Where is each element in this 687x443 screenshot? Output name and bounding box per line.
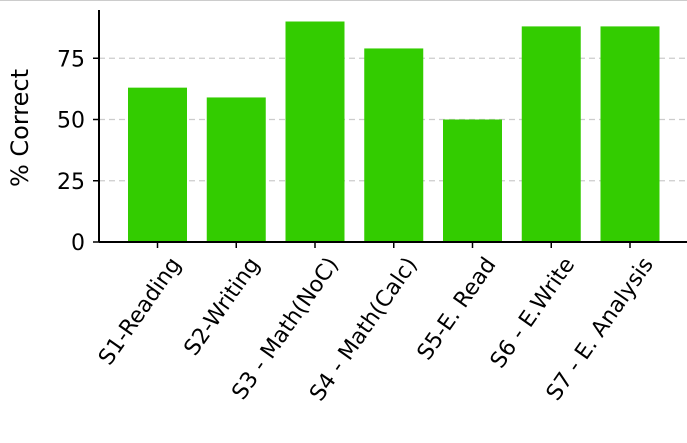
bar-5 — [443, 119, 502, 242]
y-tick-label-50: 50 — [57, 109, 85, 134]
bar-1 — [128, 87, 187, 243]
bar-6 — [521, 26, 581, 243]
y-ticks: 0 25 50 75 — [57, 47, 99, 256]
x-tick-label-1: S1-Reading — [94, 253, 186, 370]
bar-4 — [364, 48, 424, 243]
bar-2 — [206, 97, 266, 242]
y-tick-label-0: 0 — [71, 231, 85, 256]
y-tick-label-75: 75 — [57, 47, 85, 72]
bars — [128, 21, 660, 243]
x-tick-label-5: S5-E. Read — [413, 253, 502, 365]
bar-7 — [600, 26, 660, 243]
y-axis-label: % Correct — [6, 69, 34, 187]
bar-3 — [285, 21, 345, 242]
x-tick-label-2: S2-Writing — [180, 253, 266, 360]
y-tick-label-25: 25 — [57, 170, 85, 195]
